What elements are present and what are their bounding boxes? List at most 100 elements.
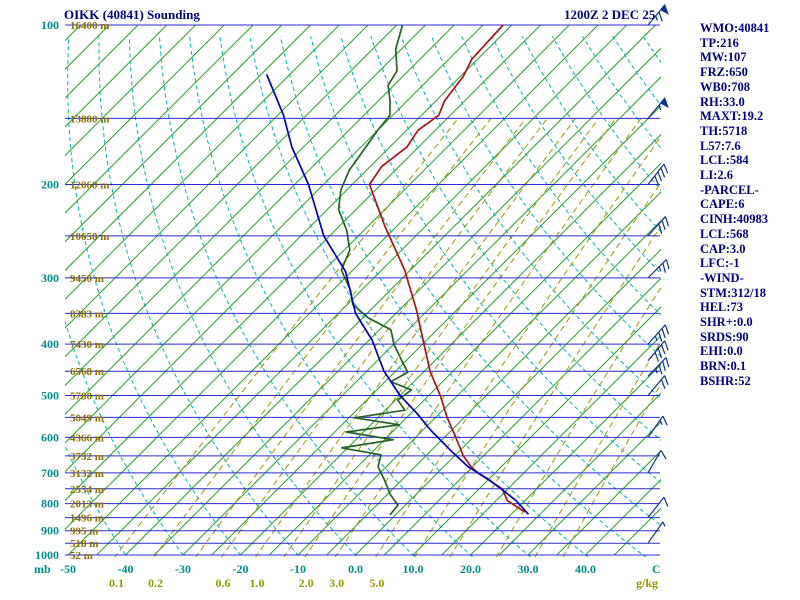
temp-tick-label: 30.0 [518, 562, 539, 576]
altitude-label: 16400 m [70, 20, 109, 32]
stat-line: CAP:3.0 [700, 241, 746, 256]
stats-panel: WMO:40841 TP:216 MW:107 FRZ:650 WB0:708 RH:33… [700, 21, 769, 389]
parcel-curve [265, 74, 530, 515]
stat-line: LCL:584 [700, 153, 749, 168]
mixing-ratio-tick-label: 2.0 [299, 576, 314, 590]
stat-line: CINH:40983 [700, 212, 769, 227]
isotherms-group [65, 24, 661, 556]
altitude-label: 2554 m [70, 484, 104, 496]
altitude-label: 10650 m [70, 231, 109, 243]
altitude-label: 12060 m [70, 180, 109, 192]
pressure-tick-label: 200 [41, 178, 59, 192]
wind-barb [647, 216, 670, 237]
altitude-label: 13880 m [70, 113, 109, 125]
stat-line: MW:107 [700, 50, 747, 65]
stat-line: CAPE:6 [700, 197, 745, 212]
wind-barb [647, 324, 670, 345]
altitude-label: 52 m [70, 550, 93, 562]
stat-line: BSHR:52 [700, 373, 751, 388]
wind-barb [647, 375, 669, 396]
altitude-label: 2013 m [70, 499, 104, 511]
wind-barb [647, 340, 669, 362]
temp-tick-label: -20 [233, 562, 249, 576]
pressure-tick-label: 100 [41, 18, 59, 32]
pressure-unit-label: mb [34, 562, 51, 576]
mixing-ratio-group [114, 117, 661, 557]
wind-barb [647, 521, 666, 544]
altitude-label: 995 m [70, 526, 98, 538]
wind-barb [647, 259, 670, 279]
temp-unit-label: C [652, 562, 661, 576]
wind-barb [647, 3, 669, 26]
stat-line: -WIND- [700, 270, 744, 285]
stat-line: LI:2.6 [700, 168, 733, 183]
dewpoint-curve [337, 24, 413, 516]
stat-line: MAXT:19.2 [700, 109, 764, 124]
temp-tick-label: 10.0 [403, 562, 424, 576]
stat-line: TH:5718 [700, 123, 748, 138]
altitude-label: 3132 m [70, 468, 104, 480]
stat-line: HEL:73 [700, 300, 744, 315]
mixing-ratio-tick-label: 5.0 [369, 576, 384, 590]
pressure-tick-label: 300 [41, 271, 59, 285]
temp-tick-label: -50 [60, 562, 76, 576]
stat-line: EHI:0.0 [700, 344, 743, 359]
stat-line: SHR+:0.0 [700, 315, 753, 330]
stat-line: WB0:708 [700, 79, 750, 94]
stat-line: L57:7.6 [700, 138, 741, 153]
page-title: OIKK (40841) Sounding [64, 7, 200, 22]
wind-barb [647, 357, 670, 377]
wind-barb [647, 97, 669, 119]
altitude-label: 518 m [70, 538, 98, 550]
mixing-ratio-tick-label: 3.0 [329, 576, 344, 590]
temp-tick-label: 40.0 [575, 562, 596, 576]
temp-tick-label: -10 [290, 562, 306, 576]
pressure-tick-label: 900 [41, 524, 59, 538]
pressure-tick-label: 500 [41, 388, 59, 402]
wind-barb [647, 450, 667, 474]
isobars-group [65, 24, 660, 556]
altitude-label: 1496 m [70, 513, 104, 525]
altitude-label: 3732 m [70, 451, 104, 463]
wind-barb [647, 163, 669, 186]
altitude-label: 7430 m [70, 339, 104, 351]
wind-barb [647, 496, 669, 518]
temperature-curve [368, 24, 526, 513]
stat-line: RH:33.0 [700, 94, 745, 109]
temp-tick-label: -40 [118, 562, 134, 576]
temp-tick-label: 0.0 [348, 562, 363, 576]
pressure-tick-label: 800 [41, 497, 59, 511]
mixing-ratio-tick-label: 0.1 [109, 576, 124, 590]
mixing-unit-label: g/kg [636, 576, 658, 590]
pressure-tick-label: 1000 [35, 548, 59, 562]
altitude-label: 5049 m [70, 412, 104, 424]
dry-adiabats-group [65, 35, 661, 557]
sounding-curves [265, 24, 530, 516]
mixing-ratio-tick-label: 1.0 [250, 576, 265, 590]
stat-line: STM:312/18 [700, 285, 766, 300]
wind-barbs-group [647, 3, 670, 544]
stat-line: LFC:-1 [700, 256, 740, 271]
stat-line: TP:216 [700, 35, 739, 50]
pressure-tick-label: 700 [41, 466, 59, 480]
temp-tick-label: -30 [175, 562, 191, 576]
altitude-label: 6568 m [70, 366, 104, 378]
altitude-label: 4366 m [70, 432, 104, 444]
stat-line: BRN:0.1 [700, 359, 747, 374]
altitude-label: 9450 m [70, 273, 104, 285]
mixing-ratio-tick-label: 0.2 [148, 576, 163, 590]
temp-tick-label: 20.0 [460, 562, 481, 576]
stat-line: SRDS:90 [700, 329, 749, 344]
pressure-tick-label: 400 [41, 337, 59, 351]
stat-line: FRZ:650 [700, 65, 748, 80]
stat-line: LCL:568 [700, 226, 749, 241]
mixing-ratio-tick-label: 0.6 [215, 576, 230, 590]
wind-barb [647, 415, 668, 438]
pressure-tick-label: 600 [41, 430, 59, 444]
stat-line: WMO:40841 [700, 21, 770, 35]
stat-line: -PARCEL- [700, 182, 759, 197]
sounding-timestamp: 1200Z 2 DEC 25 [564, 7, 656, 22]
